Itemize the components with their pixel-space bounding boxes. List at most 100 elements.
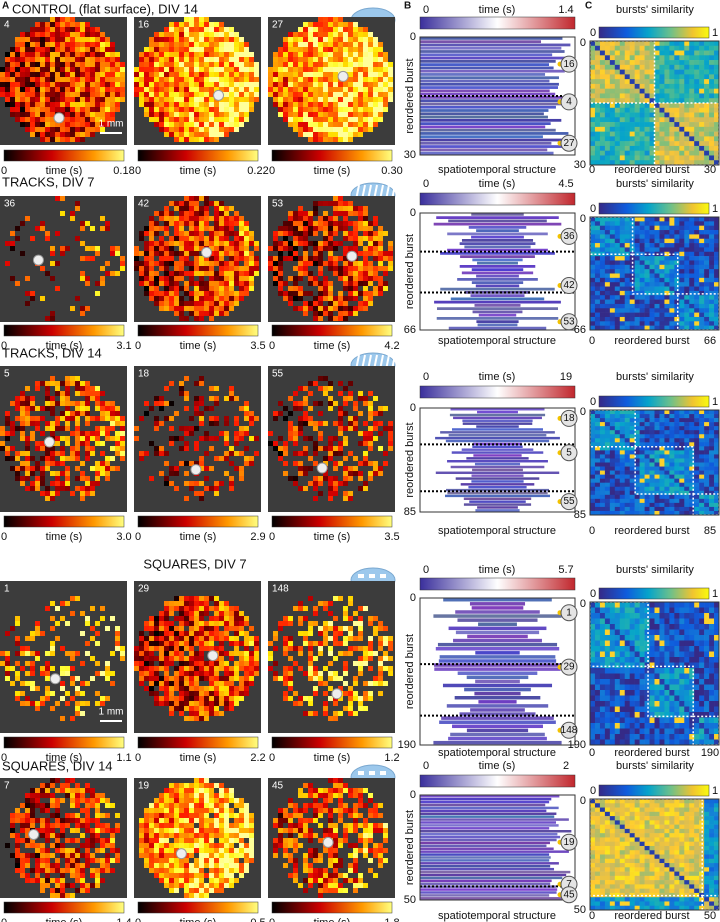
map-pixel [318,47,323,52]
map-pixel [30,117,35,122]
map-pixel [358,42,363,47]
map-pixel [239,117,244,122]
map-pixel [358,396,363,401]
map-pixel [105,42,110,47]
map-pixel [219,112,224,117]
map-pixel [149,97,154,102]
x-tick-label: 30 [704,164,716,176]
matrix-cell [699,225,705,231]
matrix-cell [669,243,675,248]
map-pixel [338,311,343,316]
map-pixel [169,77,174,82]
matrix-cell [590,414,596,419]
map-pixel [333,82,338,87]
matrix-cell [684,430,690,435]
map-pixel [80,112,85,117]
map-pixel [199,491,204,496]
map-pixel [159,62,164,67]
map-pixel [105,271,110,276]
colorbar-label: time (s) [180,531,217,543]
map-pixel [234,37,239,42]
map-pixel [313,226,318,231]
map-pixel [65,117,70,122]
map-pixel [313,301,318,306]
map-pixel [308,381,313,386]
map-pixel [303,236,308,241]
map-pixel [298,471,303,476]
map-pixel [134,266,139,271]
map-pixel [199,481,204,486]
matrix-cell [614,308,621,313]
map-pixel [229,286,234,291]
plot-frame [419,212,576,331]
matrix-cell [604,442,611,447]
burst-row [471,213,524,216]
map-pixel [323,211,328,216]
map-pixel [353,211,358,216]
map-pixel [20,97,25,102]
matrix-cell [669,295,675,300]
matrix-cell [619,299,626,305]
map-pixel [298,261,303,266]
map-pixel [179,37,184,42]
matrix-cell [694,247,700,253]
matrix-cell [669,93,675,99]
map-pixel [368,77,373,82]
matrix-cell [709,247,715,253]
matrix-cell [709,79,715,85]
map-pixel [55,77,60,82]
colorbar [3,515,125,528]
map-pixel [308,301,313,306]
map-pixel [293,476,298,481]
map-pixel [30,486,35,491]
map-pixel [95,466,100,471]
map-pixel [75,27,80,32]
map-pixel [224,236,229,241]
map-pixel [179,251,184,256]
map-pixel [219,42,224,47]
matrix-cell [709,303,715,309]
map-pixel [45,127,50,132]
matrix-cell [659,83,665,89]
map-pixel [110,92,115,97]
matrix-cell [590,45,596,51]
map-pixel [144,276,149,281]
map-pixel [100,406,105,411]
map-pixel [219,122,224,127]
map-pixel [353,87,358,92]
map-pixel [154,281,159,286]
map-pixel [244,251,249,256]
map-pixel [179,97,184,102]
map-pixel [90,246,95,251]
burst-row [459,242,536,246]
map-pixel [318,401,323,406]
map-pixel [75,386,80,391]
map-pixel [199,291,204,296]
map-pixel [278,401,283,406]
map-pixel [229,241,234,246]
map-pixel [149,256,154,261]
matrix-cell [684,243,690,248]
map-pixel [80,117,85,122]
matrix-cell [664,50,670,56]
map-pixel [244,246,249,251]
matrix-cell [639,418,645,423]
matrix-cell [639,55,645,61]
map-pixel [383,97,388,102]
map-pixel [144,251,149,256]
map-pixel [154,47,159,52]
matrix-cell [704,256,710,261]
map-pixel [149,281,154,286]
map-pixel [65,411,70,416]
matrix-cell [639,312,645,318]
matrix-cell [599,286,606,292]
map-pixel [219,72,224,77]
matrix-cell [619,422,626,427]
burst-row [447,460,548,463]
map-pixel [348,311,353,316]
matrix-cell [654,74,660,80]
matrix-cell [664,269,670,274]
map-pixel [328,231,333,236]
matrix-cell [694,260,700,266]
map-pixel [358,82,363,87]
